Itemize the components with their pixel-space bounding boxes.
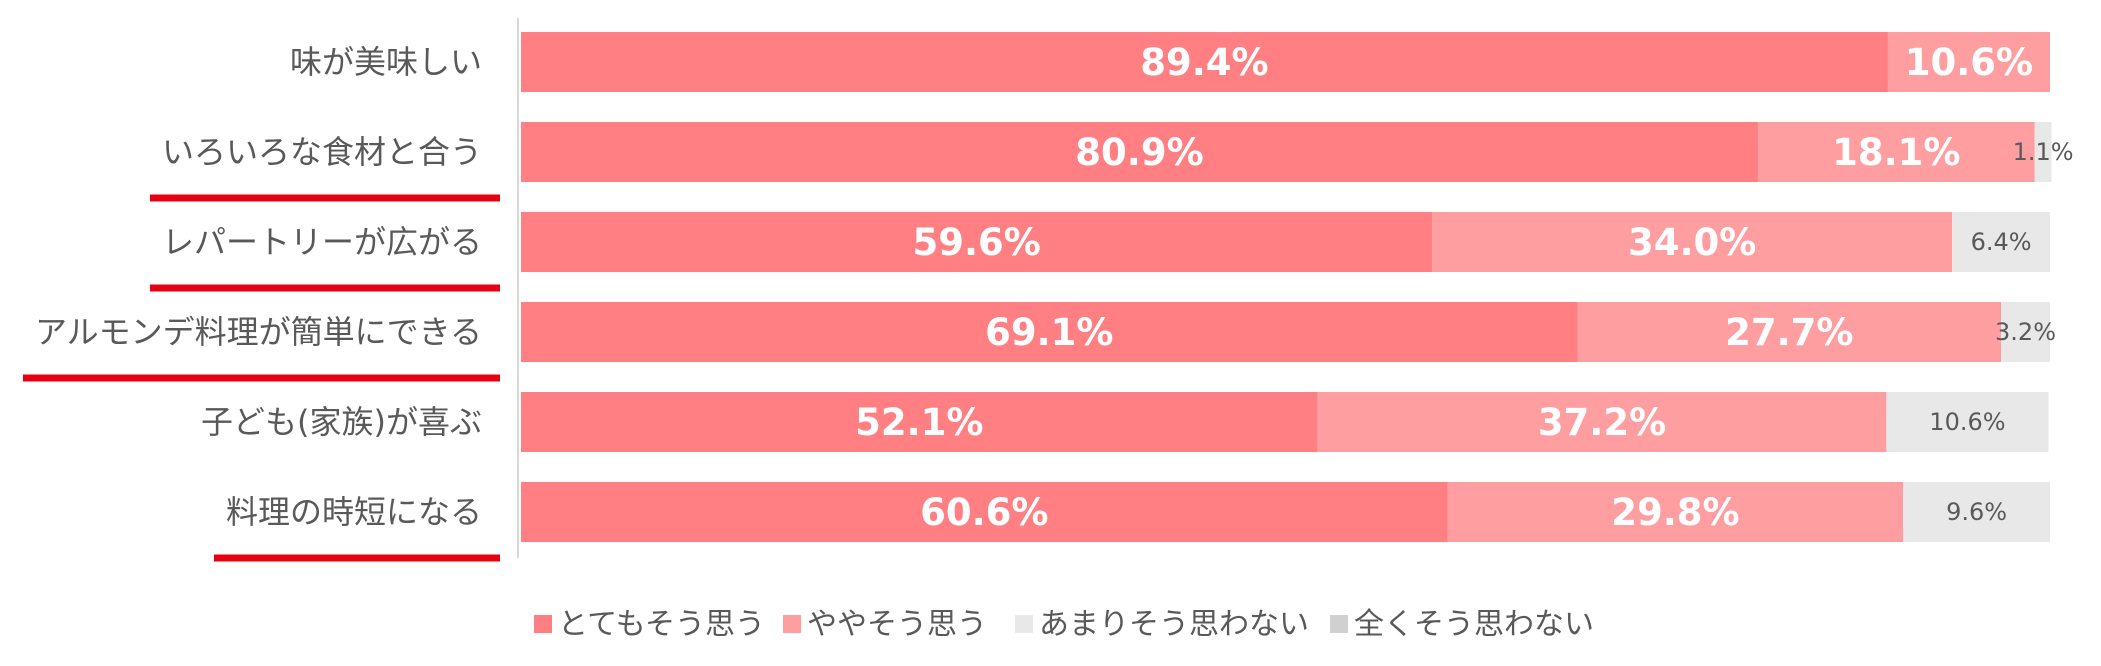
- bar-segment: [1447, 482, 1904, 542]
- data-label: 34.0%: [1628, 221, 1756, 264]
- bar-segment: [2001, 302, 2050, 362]
- data-label: 1.1%: [2013, 138, 2074, 166]
- data-label: 18.1%: [1832, 131, 1960, 174]
- legend-label: あまりそう思わない: [1039, 607, 1309, 642]
- data-label: 27.7%: [1725, 311, 1853, 354]
- bar-segment: [521, 392, 1318, 452]
- legend-label: ややそう思う: [807, 607, 987, 642]
- bar-segment: [521, 212, 1433, 272]
- bar-segment: [1887, 32, 2050, 92]
- data-label: 10.6%: [1905, 41, 2033, 84]
- category-label: アルモンデ料理が簡単にできる: [35, 313, 482, 351]
- legend-swatch: [534, 615, 552, 633]
- data-label: 59.6%: [912, 221, 1040, 264]
- data-label: 9.6%: [1946, 498, 2007, 526]
- data-label: 60.6%: [920, 491, 1048, 534]
- data-label: 3.2%: [1995, 318, 2056, 346]
- category-label: 味が美味しい: [290, 43, 482, 81]
- bars-layer: 89.4% 10.6% 80.9% 18.1% 1.1% 59.6% 34.0% 6.4% 69…: [517, 18, 2074, 558]
- category-label: レパートリーが広がる: [162, 223, 482, 261]
- data-label: 89.4%: [1140, 41, 1268, 84]
- bar-segment: [1886, 392, 2049, 452]
- bar-segment: [1952, 212, 2050, 272]
- legend-label: 全くそう思わない: [1354, 607, 1594, 642]
- data-label: 80.9%: [1075, 131, 1203, 174]
- data-label: 52.1%: [855, 401, 983, 444]
- category-label: 子ども(家族)が喜ぶ: [201, 403, 482, 441]
- bar-segment: [1577, 302, 2002, 362]
- category-label: いろいろな食材と合う: [162, 133, 482, 171]
- bar-segment: [1757, 122, 2035, 182]
- data-label: 69.1%: [985, 311, 1113, 354]
- bar-segment: [2034, 122, 2052, 182]
- data-label: 37.2%: [1538, 401, 1666, 444]
- bar-segment: [521, 482, 1448, 542]
- legend-swatch: [1015, 615, 1033, 633]
- category-labels-layer: 味が美味しいいろいろな食材と合うレパートリーが広がるアルモンデ料理が簡単にできる…: [22, 43, 500, 562]
- bar-segment: [1432, 212, 1953, 272]
- legend-swatch: [783, 615, 801, 633]
- data-label: 29.8%: [1611, 491, 1739, 534]
- bar-segment: [521, 32, 1888, 92]
- legend-label: とてもそう思う: [558, 607, 765, 642]
- bar-segment: [521, 122, 1758, 182]
- legend: とてもそう思う ややそう思う あまりそう思わない 全くそう思わない: [534, 607, 1594, 642]
- bar-segment: [1317, 392, 1887, 452]
- data-label: 10.6%: [1929, 408, 2005, 436]
- data-label: 6.4%: [1971, 228, 2032, 256]
- legend-swatch: [1330, 615, 1348, 633]
- bar-segment: [1903, 482, 2050, 542]
- category-label: 料理の時短になる: [226, 493, 482, 531]
- bar-segment: [521, 302, 1578, 362]
